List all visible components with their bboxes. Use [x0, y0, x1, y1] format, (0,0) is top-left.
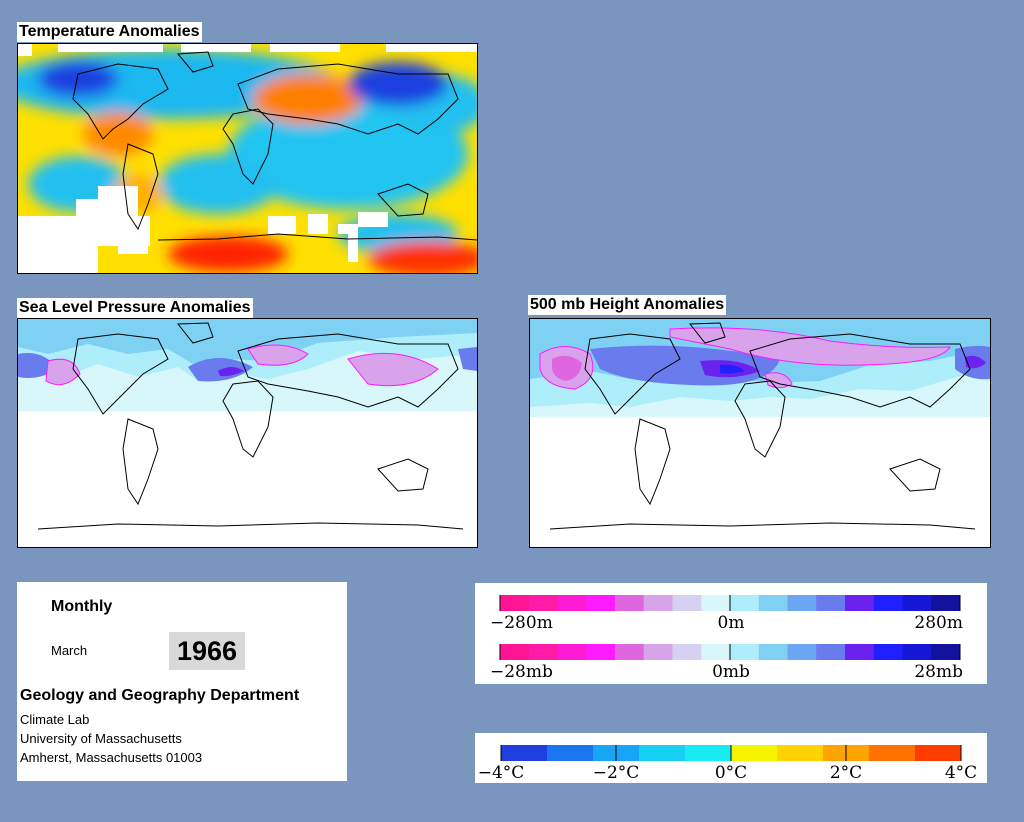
- pressure-legend-swatch: [845, 644, 875, 660]
- height-legend-swatch: [873, 595, 903, 611]
- height-pressure-legend: −280m 0m 280m −28mb 0mb 28mb: [475, 583, 987, 684]
- pressure-legend-swatch: [500, 644, 530, 660]
- height500-map-title: 500 mb Height Anomalies: [528, 295, 727, 315]
- temperature-color-bar: [500, 745, 962, 761]
- height-label-min: −280m: [490, 613, 553, 633]
- height-legend-swatch: [586, 595, 616, 611]
- pressure-legend-swatch: [701, 644, 731, 660]
- pressure-legend-swatch: [615, 644, 645, 660]
- temperature-map-title: Temperature Anomalies: [17, 22, 202, 42]
- pressure-legend-swatch: [528, 644, 558, 660]
- height-legend-swatch: [787, 595, 817, 611]
- info-panel: Monthly March 1966 Geology and Geography…: [17, 582, 347, 781]
- height-legend-swatch: [730, 595, 760, 611]
- height-legend-swatch: [528, 595, 558, 611]
- height500-anomaly-map: [529, 318, 991, 548]
- month-label: March: [51, 643, 88, 658]
- pressure-legend-swatch: [931, 644, 961, 660]
- year-label: 1966: [169, 632, 245, 670]
- pressure-legend-swatch: [758, 644, 788, 660]
- university-label: University of Massachusetts: [20, 731, 182, 746]
- pressure-label-min: −28mb: [490, 662, 553, 682]
- pressure-legend-swatch: [557, 644, 587, 660]
- address-label: Amherst, Massachusetts 01003: [20, 750, 203, 765]
- temp-legend-swatch: [639, 745, 686, 761]
- period-label: Monthly: [51, 598, 113, 615]
- height-label-zero: 0m: [718, 613, 745, 633]
- department-label: Geology and Geography Department: [20, 687, 300, 704]
- temp-legend-swatch: [915, 745, 962, 761]
- temperature-anomaly-map: [17, 43, 478, 274]
- height-legend-swatch: [701, 595, 731, 611]
- temp-legend-swatch: [777, 745, 824, 761]
- height-legend-swatch: [902, 595, 932, 611]
- height-legend-swatch: [931, 595, 961, 611]
- height-legend-swatch: [643, 595, 673, 611]
- height-legend-swatch: [615, 595, 645, 611]
- temperature-legend: −4°C −2°C 0°C 2°C 4°C: [475, 733, 987, 783]
- height-legend-swatch: [845, 595, 875, 611]
- pressure-legend-swatch: [816, 644, 846, 660]
- pressure-legend-swatch: [730, 644, 760, 660]
- height-legend-swatch: [557, 595, 587, 611]
- lab-label: Climate Lab: [20, 712, 90, 727]
- height-legend-swatch: [816, 595, 846, 611]
- pressure-legend-swatch: [643, 644, 673, 660]
- pressure-legend-swatch: [902, 644, 932, 660]
- temp-legend-swatch: [731, 745, 778, 761]
- pressure-color-bar: [499, 644, 961, 660]
- height-legend-swatch: [672, 595, 702, 611]
- slp-map-title: Sea Level Pressure Anomalies: [17, 298, 253, 318]
- pressure-label-zero: 0mb: [712, 662, 750, 682]
- height-color-bar: [499, 595, 961, 611]
- height-legend-swatch: [758, 595, 788, 611]
- temp-label-2: 0°C: [715, 763, 747, 783]
- pressure-label-max: 28mb: [914, 662, 963, 682]
- pressure-legend-swatch: [787, 644, 817, 660]
- temp-legend-swatch: [685, 745, 732, 761]
- pressure-legend-swatch: [873, 644, 903, 660]
- temp-legend-swatch: [547, 745, 594, 761]
- height-legend-swatch: [500, 595, 530, 611]
- temp-legend-swatch: [501, 745, 548, 761]
- temp-label-3: 2°C: [830, 763, 862, 783]
- pressure-legend-swatch: [672, 644, 702, 660]
- temp-label-0: −4°C: [478, 763, 525, 783]
- temp-legend-swatch: [869, 745, 916, 761]
- slp-anomaly-map: [17, 318, 478, 548]
- temp-label-4: 4°C: [945, 763, 977, 783]
- temp-label-1: −2°C: [593, 763, 640, 783]
- height-label-max: 280m: [914, 613, 963, 633]
- pressure-legend-swatch: [586, 644, 616, 660]
